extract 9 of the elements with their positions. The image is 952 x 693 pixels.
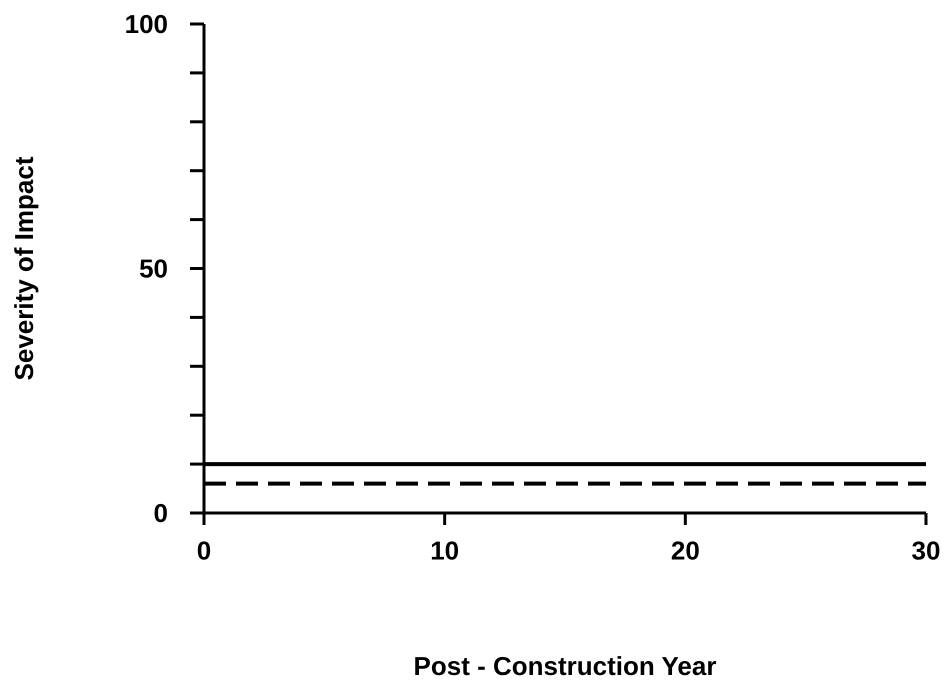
x-tick-label: 10	[430, 535, 460, 566]
x-tick-label: 20	[670, 535, 700, 566]
y-tick-label: 0	[154, 498, 168, 528]
x-axis-title: Post - Construction Year	[414, 651, 716, 681]
x-tick-label: 30	[912, 535, 940, 566]
x-tick-label: 0	[196, 535, 212, 566]
y-tick-label: 100	[124, 9, 168, 40]
y-axis-title: Severity of Impact	[9, 156, 40, 380]
y-tick-label: 50	[139, 254, 168, 284]
